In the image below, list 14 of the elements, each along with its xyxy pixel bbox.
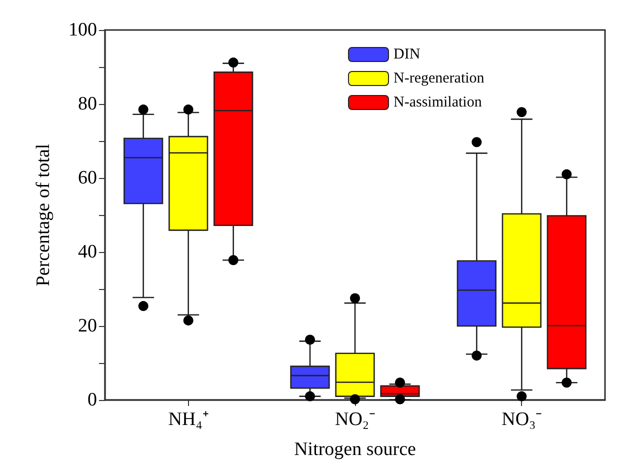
x-tick-label: NO₂⁻ — [334, 409, 376, 430]
y-tick-label: 100 — [68, 20, 97, 40]
legend-label: N-assimilation — [394, 94, 482, 110]
y-tick-label: 20 — [78, 316, 97, 336]
x-tick-label: NH₄⁺ — [168, 409, 208, 430]
y-tick-label: 0 — [88, 390, 97, 410]
x-tick-label: NO₃⁻ — [502, 409, 542, 430]
legend-label: N-regeneration — [394, 70, 485, 86]
y-axis-title: Percentage of total — [33, 144, 54, 286]
y-tick-label: 80 — [78, 94, 97, 114]
y-tick-label: 40 — [78, 242, 97, 262]
y-tick-label: 60 — [78, 168, 97, 188]
x-axis-title: Nitrogen source — [294, 439, 416, 460]
legend-label: DIN — [394, 46, 420, 62]
